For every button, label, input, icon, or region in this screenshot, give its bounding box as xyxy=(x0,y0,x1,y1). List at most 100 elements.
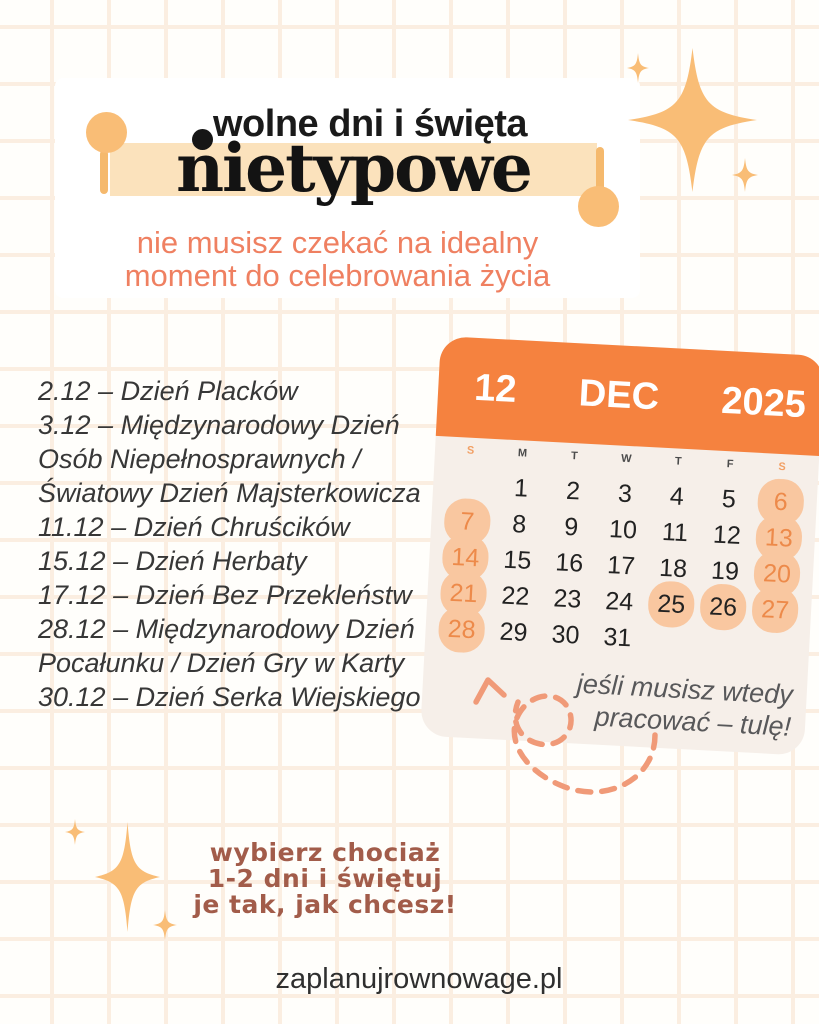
cta-line-1: wybierz chociaż xyxy=(209,838,441,867)
day-cell: 18 xyxy=(646,549,700,588)
day-number: 16 xyxy=(554,547,584,578)
weekday-label: S xyxy=(778,460,788,474)
holiday-entry: 15.12 – Dzień Herbaty xyxy=(38,546,307,576)
holiday-entry: 2.12 – Dzień Placków xyxy=(38,376,298,406)
day-number: 25 xyxy=(656,589,686,619)
day-cell: 16 xyxy=(542,544,596,583)
holiday-entry: 3.12 – Międzynarodowy Dzień Osób Niepełn… xyxy=(38,410,421,508)
subtitle-line-1: nie musisz czekać na idealny xyxy=(136,225,539,260)
day-number: 12 xyxy=(712,520,742,550)
sparkle-icon xyxy=(627,53,649,83)
day-number: 10 xyxy=(608,514,638,545)
day-cell: 12 xyxy=(700,516,754,555)
day-cell: 5 xyxy=(702,480,756,519)
pin-stem-left xyxy=(100,150,108,194)
day-cell: 25 xyxy=(644,585,698,624)
cta-text: wybierz chociaż 1-2 dni i świętuj je tak… xyxy=(150,840,500,918)
sparkle-icon xyxy=(95,822,160,932)
holiday-entry: 11.12 – Dzień Chruścików xyxy=(38,512,350,542)
day-number: 19 xyxy=(710,555,740,586)
pin-circle-left xyxy=(86,112,127,153)
day-cell: 17 xyxy=(594,546,648,585)
day-cell: 26 xyxy=(696,588,750,627)
day-cell-empty xyxy=(746,626,800,665)
weekday-label: W xyxy=(620,452,633,466)
title-highlight-bar xyxy=(110,143,597,196)
day-number: 1 xyxy=(513,473,529,503)
calendar-year: 2025 xyxy=(720,379,808,426)
day-cell: 8 xyxy=(492,505,546,544)
sparkle-icon xyxy=(732,158,758,192)
day-cell: 7 xyxy=(440,502,494,541)
day-number: 24 xyxy=(604,586,634,616)
title-subtitle: nie musisz czekać na idealny moment do c… xyxy=(40,226,635,292)
cta-line-3: je tak, jak chcesz! xyxy=(193,890,457,919)
day-number: 18 xyxy=(658,553,688,583)
day-cell: 6 xyxy=(754,483,808,522)
calendar-month-number: 12 xyxy=(473,366,518,411)
day-cell: 4 xyxy=(650,477,704,516)
sparkle-icon xyxy=(65,819,85,845)
day-cell: 22 xyxy=(489,577,543,616)
days-grid: 1 2 3 4 5 6 7 8 9 10 11 12 13 14 15 16 17 18 19 20 21 22 23 24 2… xyxy=(435,466,808,665)
title-headline: nietypowe xyxy=(176,129,533,207)
day-number: 13 xyxy=(764,522,794,553)
day-number: 22 xyxy=(500,581,531,611)
day-number: 5 xyxy=(721,484,737,514)
day-cell: 15 xyxy=(490,541,544,580)
subtitle-line-2: moment do celebrowania życia xyxy=(124,258,551,293)
day-number: 11 xyxy=(661,517,689,547)
holiday-entry: 30.12 – Dzień Serka Wiejskiego xyxy=(38,682,421,712)
cta-line-2: 1-2 dni i świętuj xyxy=(207,864,443,893)
day-number: 6 xyxy=(773,487,789,516)
day-number: 15 xyxy=(502,545,533,575)
holiday-entry: 28.12 – Międzynarodowy Dzień Pocałunku /… xyxy=(38,614,415,678)
sparkle-icon xyxy=(153,910,177,940)
footer: zaplanujrownowage.pl xyxy=(219,963,619,996)
day-cell: 19 xyxy=(698,552,752,591)
day-number: 27 xyxy=(760,594,790,625)
day-cell: 20 xyxy=(750,555,804,594)
sparkle-icon xyxy=(628,48,757,192)
footer-website-link[interactable]: zaplanujrownowage.pl xyxy=(275,963,563,995)
day-cell: 10 xyxy=(596,510,650,549)
day-cell: 23 xyxy=(541,580,595,619)
day-cell: 13 xyxy=(752,519,806,558)
weekday-label: T xyxy=(674,455,683,468)
day-number: 14 xyxy=(450,542,481,572)
pin-stem-right xyxy=(596,147,604,191)
day-number: 17 xyxy=(606,550,636,580)
day-cell: 27 xyxy=(748,591,802,630)
weekday-label: M xyxy=(517,447,529,460)
day-cell: 3 xyxy=(598,475,652,514)
day-number: 8 xyxy=(511,509,527,539)
day-number: 21 xyxy=(448,578,479,608)
weekday-label: F xyxy=(726,458,735,471)
day-number: 9 xyxy=(563,512,579,541)
day-cell: 1 xyxy=(494,469,548,508)
day-number: 26 xyxy=(708,591,738,622)
day-number: 23 xyxy=(552,583,583,614)
day-number: 20 xyxy=(762,558,792,589)
calendar-month-name: DEC xyxy=(577,371,661,418)
decorative-dot-icon xyxy=(192,129,213,150)
pin-circle-right xyxy=(578,186,619,227)
day-number: 4 xyxy=(669,481,685,511)
day-number: 3 xyxy=(617,479,633,508)
title-kicker: wolne dni i święta xyxy=(213,103,528,145)
day-number: 2 xyxy=(565,476,581,505)
day-cell: 14 xyxy=(439,538,493,577)
weekday-label: T xyxy=(570,449,580,463)
curly-arrow-icon xyxy=(473,677,658,795)
day-cell: 9 xyxy=(544,508,598,547)
holiday-list: 2.12 – Dzień Placków 3.12 – Międzynarodow… xyxy=(38,374,440,714)
day-cell: 24 xyxy=(592,582,646,621)
day-cell-empty xyxy=(694,624,748,663)
day-number: 7 xyxy=(459,506,476,536)
holiday-entry: 17.12 – Dzień Bez Przekleństw xyxy=(38,580,412,610)
day-cell: 21 xyxy=(437,574,491,613)
weekday-label: S xyxy=(466,444,476,457)
day-cell: 11 xyxy=(648,513,702,552)
day-cell: 2 xyxy=(546,472,600,511)
